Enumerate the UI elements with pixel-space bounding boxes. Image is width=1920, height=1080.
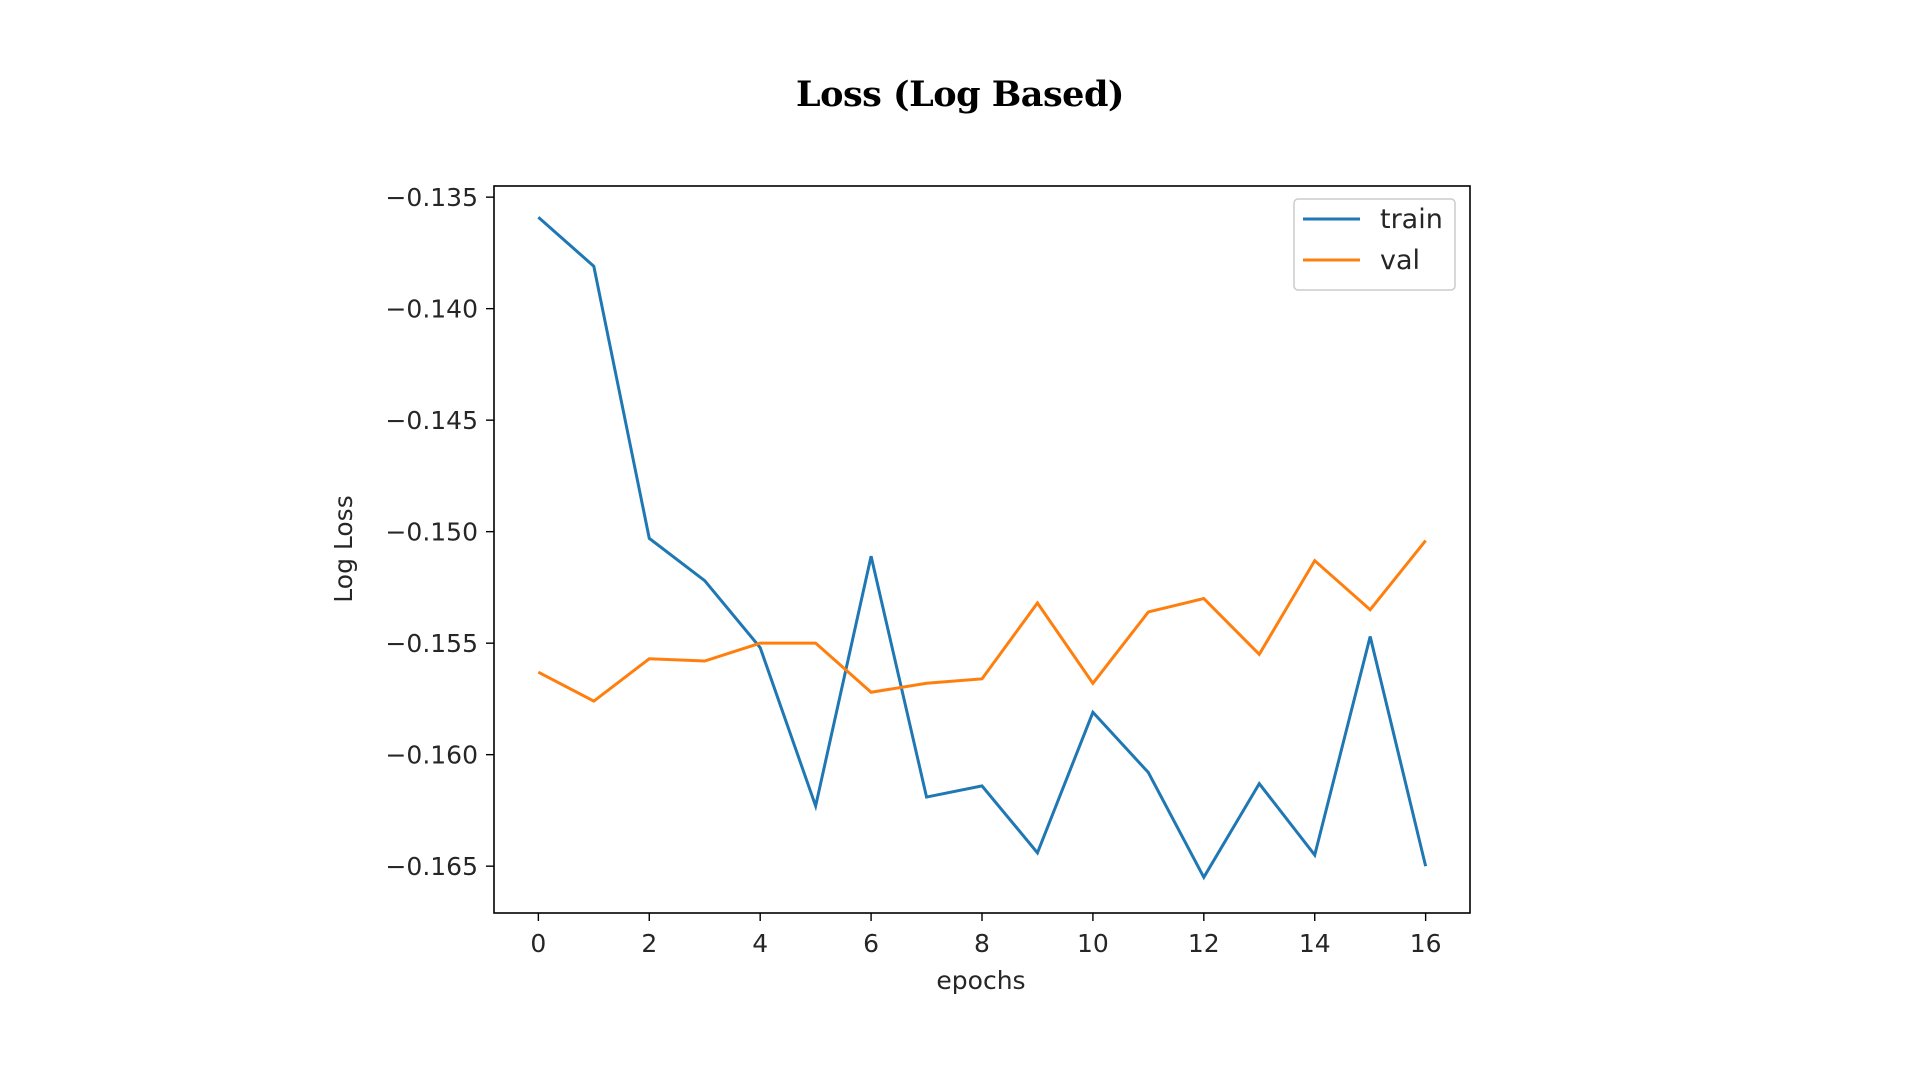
legend-val-label: val: [1380, 245, 1420, 276]
x-tick-label: 16: [1410, 929, 1442, 958]
y-axis-label: Log Loss: [329, 495, 358, 602]
y-tick-label: −0.135: [385, 183, 478, 212]
y-tick-label: −0.160: [385, 741, 478, 770]
y-tick-label: −0.165: [385, 852, 478, 881]
x-axis: 0 2 4 6 8 10 12 14 16: [530, 913, 1442, 958]
y-tick-label: −0.140: [385, 295, 478, 324]
x-tick-label: 8: [974, 929, 990, 958]
axes-frame: [493, 185, 1471, 914]
legend-train-label: train: [1380, 204, 1443, 235]
y-axis: −0.135 −0.140 −0.145 −0.150 −0.155 −0.160 −0.1…: [385, 183, 494, 881]
x-tick-label: 14: [1299, 929, 1331, 958]
x-tick-label: 0: [530, 929, 546, 958]
x-axis-label: epochs: [936, 966, 1025, 995]
slide-title: Loss (Log Based): [796, 74, 1125, 115]
series-line-val: [537, 539, 1427, 703]
x-tick-label: 2: [641, 929, 657, 958]
y-tick-label: −0.150: [385, 518, 478, 547]
y-tick-label: −0.155: [385, 629, 478, 658]
legend: train val: [1293, 198, 1456, 291]
series-line-train: [537, 216, 1428, 881]
x-tick-label: 6: [863, 929, 879, 958]
x-tick-label: 10: [1077, 929, 1109, 958]
legend-box: [1293, 198, 1456, 291]
x-tick-label: 12: [1188, 929, 1220, 958]
series-layer: [537, 216, 1428, 881]
y-tick-label: −0.145: [385, 406, 478, 435]
x-tick-label: 4: [752, 929, 768, 958]
